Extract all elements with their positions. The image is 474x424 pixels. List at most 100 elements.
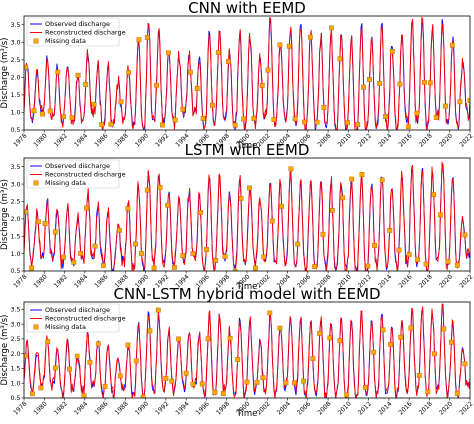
y-tick-label: 1.5 bbox=[11, 92, 21, 99]
missing-data-point bbox=[238, 195, 244, 201]
x-tick-label: 2022 bbox=[458, 273, 474, 289]
missing-data-point bbox=[406, 252, 412, 257]
y-axis-label: Discharge (m³/s) bbox=[0, 38, 10, 109]
missing-data-point bbox=[52, 365, 58, 371]
x-tick-label: 2020 bbox=[438, 400, 454, 416]
series-missing-markers bbox=[24, 307, 468, 402]
missing-data-point bbox=[301, 378, 306, 384]
x-tick-label: 1980 bbox=[33, 273, 49, 289]
missing-data-point bbox=[241, 116, 246, 122]
x-tick-label: 1988 bbox=[114, 132, 130, 148]
series-missing-markers bbox=[24, 25, 470, 130]
y-tick-label: 3.0 bbox=[11, 321, 21, 328]
missing-data-point bbox=[187, 69, 193, 75]
legend-swatch bbox=[33, 324, 39, 330]
missing-data-point bbox=[24, 64, 29, 70]
missing-data-point bbox=[340, 195, 345, 201]
y-axis-label: Discharge (m³/s) bbox=[0, 179, 10, 250]
x-tick-label: 1996 bbox=[195, 400, 211, 416]
x-tick-label: 1992 bbox=[154, 400, 170, 416]
missing-data-point bbox=[165, 50, 171, 56]
x-tick-label: 1990 bbox=[134, 400, 150, 416]
chart-title: CNN-LSTM hybrid model with EEMD bbox=[113, 285, 380, 303]
missing-data-point bbox=[84, 205, 89, 211]
missing-data-point bbox=[454, 391, 460, 396]
missing-data-point bbox=[55, 69, 61, 75]
missing-data-point bbox=[30, 391, 35, 397]
plot-area bbox=[24, 303, 470, 402]
missing-data-point bbox=[220, 391, 226, 396]
missing-data-point bbox=[405, 124, 411, 130]
missing-data-point bbox=[362, 385, 368, 390]
missing-data-point bbox=[38, 385, 44, 391]
missing-data-point bbox=[398, 334, 404, 340]
missing-data-point bbox=[423, 261, 429, 267]
missing-data-point bbox=[457, 99, 463, 105]
missing-data-point bbox=[147, 328, 153, 334]
x-tick-label: 2002 bbox=[256, 400, 272, 416]
x-tick-label: 1998 bbox=[215, 400, 231, 416]
legend-box bbox=[26, 159, 120, 189]
series-missing-markers bbox=[24, 166, 468, 271]
missing-data-point bbox=[345, 120, 350, 126]
missing-data-point bbox=[71, 259, 77, 265]
missing-data-point bbox=[40, 111, 46, 117]
missing-data-point bbox=[295, 241, 301, 247]
missing-data-point bbox=[75, 72, 81, 78]
missing-data-point bbox=[371, 349, 377, 355]
missing-data-point bbox=[200, 116, 206, 121]
missing-data-point bbox=[31, 108, 37, 114]
missing-data-point bbox=[462, 361, 468, 367]
x-tick-label: 2012 bbox=[357, 400, 373, 416]
missing-data-point bbox=[140, 394, 146, 398]
y-tick-label: 1.5 bbox=[11, 366, 21, 373]
missing-data-point bbox=[36, 219, 41, 225]
x-tick-label: 1982 bbox=[53, 273, 69, 289]
x-tick-label: 2022 bbox=[458, 132, 474, 148]
missing-data-point bbox=[320, 231, 326, 237]
missing-data-point bbox=[176, 336, 181, 342]
missing-data-point bbox=[252, 265, 258, 271]
y-axis-label: Discharge (m³/s) bbox=[0, 315, 10, 386]
x-tick-label: 1982 bbox=[53, 400, 69, 416]
x-tick-label: 1982 bbox=[53, 132, 69, 148]
missing-data-point bbox=[388, 342, 393, 347]
y-tick-label: 2.5 bbox=[11, 57, 21, 64]
missing-data-point bbox=[204, 247, 209, 252]
missing-data-point bbox=[329, 207, 335, 213]
missing-data-point bbox=[383, 114, 388, 119]
missing-data-point bbox=[292, 116, 298, 122]
series-reconstructed-line bbox=[24, 16, 470, 130]
y-tick-label: 2.0 bbox=[11, 216, 21, 223]
missing-data-point bbox=[312, 264, 317, 269]
missing-data-point bbox=[261, 254, 267, 260]
missing-data-point bbox=[415, 257, 420, 262]
missing-data-point bbox=[449, 339, 454, 345]
missing-data-point bbox=[349, 176, 355, 182]
x-tick-label: 1980 bbox=[33, 400, 49, 416]
missing-data-point bbox=[61, 254, 67, 260]
missing-data-point bbox=[232, 268, 238, 271]
missing-data-point bbox=[269, 218, 275, 224]
missing-data-point bbox=[441, 326, 447, 332]
x-tick-label: 1990 bbox=[134, 132, 150, 148]
missing-data-point bbox=[99, 122, 105, 128]
missing-data-point bbox=[47, 108, 53, 114]
missing-data-point bbox=[235, 357, 241, 362]
missing-data-point bbox=[327, 335, 333, 341]
plot-area bbox=[24, 16, 470, 130]
missing-data-point bbox=[108, 121, 114, 127]
missing-data-point bbox=[144, 35, 150, 40]
missing-data-point bbox=[314, 119, 320, 125]
missing-data-point bbox=[354, 398, 358, 402]
missing-data-point bbox=[171, 265, 177, 270]
x-tick-label: 1978 bbox=[12, 132, 28, 148]
x-tick-label: 1984 bbox=[73, 400, 89, 416]
x-tick-label: 1978 bbox=[12, 273, 28, 289]
missing-data-point bbox=[454, 262, 460, 268]
missing-data-point bbox=[408, 325, 414, 331]
y-tick-label: 1.0 bbox=[11, 380, 21, 387]
missing-data-point bbox=[117, 227, 122, 233]
